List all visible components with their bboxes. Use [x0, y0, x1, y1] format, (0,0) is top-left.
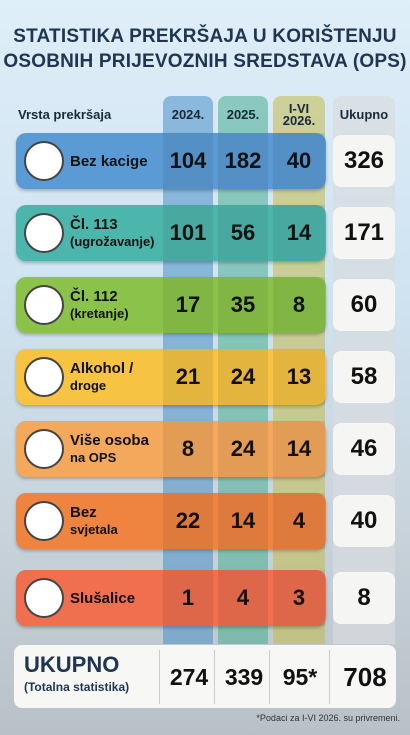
row-icon — [24, 429, 64, 469]
label-text: Alkohol / — [70, 360, 134, 377]
label-text: Čl. 113 — [70, 216, 118, 233]
total-value: 339 — [214, 650, 273, 704]
cell-value: 3 — [273, 570, 325, 626]
cell-value: 1 — [163, 570, 213, 626]
row-label: Slušalice — [70, 570, 162, 626]
label-text: svjetala — [70, 522, 118, 537]
label-text: Čl. 112 — [70, 288, 118, 305]
row-background — [16, 349, 326, 405]
label-text: Više osoba — [70, 432, 149, 449]
cell-value: 24 — [218, 421, 268, 477]
cell-value: 8 — [333, 572, 395, 624]
cell-value: 21 — [163, 349, 213, 405]
title-line: OSOBNIH PRIJEVOZNIH SREDSTAVA (OPS) — [3, 51, 407, 72]
row-label: Čl. 113 (ugrožavanje) — [70, 205, 162, 261]
header-text: 2025. — [226, 107, 260, 122]
row-label: Više osoba na OPS — [70, 421, 162, 477]
cell-value: 101 — [163, 205, 213, 261]
cell-value: 60 — [333, 279, 395, 331]
row-label: Bez kacige — [70, 133, 162, 189]
label-text: droge — [70, 378, 107, 393]
label-text: (kretanje) — [70, 306, 129, 321]
cell-value: 40 — [333, 495, 395, 547]
row-icon — [24, 501, 64, 541]
cell-value: 326 — [333, 135, 395, 187]
cell-value: 171 — [333, 207, 395, 259]
label-text: na OPS — [70, 450, 117, 465]
row-background — [16, 493, 326, 549]
cell-value: 104 — [163, 133, 213, 189]
header-text: I-VI — [288, 101, 310, 116]
column-header: Vrsta prekršaja — [18, 96, 158, 134]
cell-value: 14 — [273, 205, 325, 261]
row-icon — [24, 578, 64, 618]
row-background — [16, 277, 326, 333]
column-header: I-VI 2026. — [273, 96, 325, 134]
cell-value: 56 — [218, 205, 268, 261]
row-icon — [24, 141, 64, 181]
header-text: 2024. — [171, 107, 205, 122]
label-text: (ugrožavanje) — [70, 234, 155, 249]
row-icon — [24, 213, 64, 253]
row-background — [16, 133, 326, 189]
footnote: *Podaci za I-VI 2026. su privremeni. — [256, 713, 400, 723]
total-subtitle: (Totalna statistika) — [24, 680, 130, 694]
cell-value: 14 — [218, 493, 268, 549]
cell-value: 14 — [273, 421, 325, 477]
total-label: UKUPNO (Totalna statistika) — [24, 652, 164, 694]
total-background — [14, 645, 396, 708]
header-text: 2026. — [282, 113, 316, 128]
cell-value: 46 — [333, 423, 395, 475]
cell-value: 40 — [273, 133, 325, 189]
cell-value: 58 — [333, 351, 395, 403]
row-background — [16, 205, 326, 261]
header-text: Vrsta prekršaja — [18, 107, 112, 122]
column-header: 2025. — [218, 96, 268, 134]
row-background — [16, 570, 326, 626]
total-title: UKUPNO — [24, 652, 120, 677]
cell-value: 4 — [273, 493, 325, 549]
total-value: 708 — [329, 650, 400, 704]
cell-value: 24 — [218, 349, 268, 405]
column-header: Ukupno — [333, 96, 395, 134]
cell-value: 17 — [163, 277, 213, 333]
cell-value: 4 — [218, 570, 268, 626]
label-text: Slušalice — [70, 589, 136, 607]
cell-value: 22 — [163, 493, 213, 549]
total-value: 95* — [269, 650, 330, 704]
cell-value: 8 — [163, 421, 213, 477]
label-text: Bez kacige — [70, 152, 148, 170]
header-text: Ukupno — [339, 107, 389, 122]
row-icon — [24, 285, 64, 325]
row-label: Bez svjetala — [70, 493, 162, 549]
title-line: STATISTIKA PREKRŠAJA U KORIŠTENJU — [13, 26, 397, 47]
row-label: Čl. 112 (kretanje) — [70, 277, 162, 333]
total-value: 274 — [159, 650, 218, 704]
row-icon — [24, 357, 64, 397]
row-label: Alkohol / droge — [70, 349, 162, 405]
cell-value: 182 — [218, 133, 268, 189]
column-header: 2024. — [163, 96, 213, 134]
cell-value: 13 — [273, 349, 325, 405]
label-text: Bez — [70, 504, 97, 521]
cell-value: 8 — [273, 277, 325, 333]
row-background — [16, 421, 326, 477]
cell-value: 35 — [218, 277, 268, 333]
